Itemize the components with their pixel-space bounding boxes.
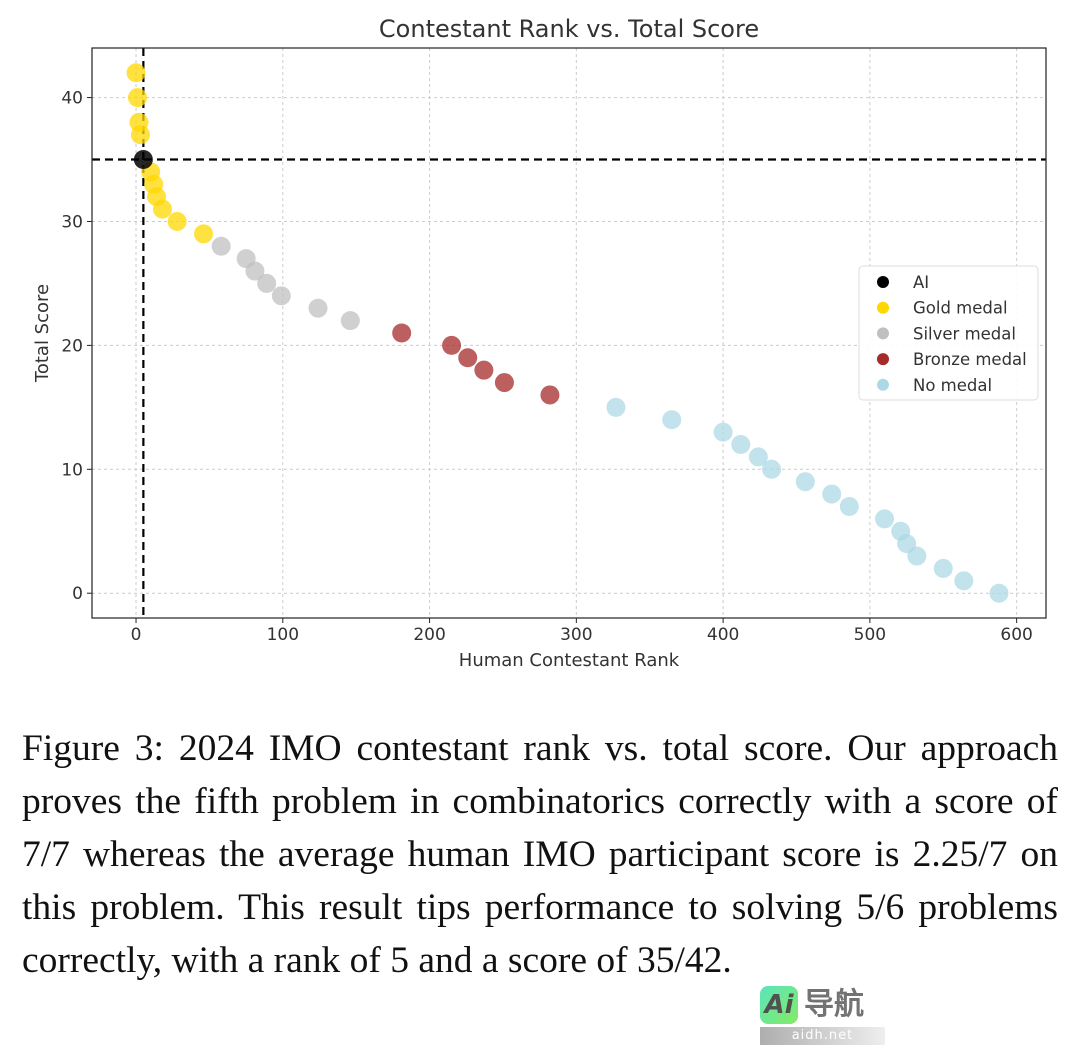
point-bronze-medal bbox=[458, 348, 478, 368]
y-axis-label: Total Score bbox=[32, 284, 53, 383]
point-no-medal bbox=[933, 558, 953, 578]
point-silver-medal bbox=[245, 261, 265, 281]
point-no-medal bbox=[662, 410, 682, 430]
point-no-medal bbox=[954, 571, 974, 591]
point-bronze-medal bbox=[442, 335, 462, 355]
point-no-medal bbox=[748, 447, 768, 467]
grid bbox=[92, 48, 1046, 618]
y-tick-label: 30 bbox=[61, 212, 83, 232]
x-tick-label: 100 bbox=[267, 625, 299, 645]
legend-marker bbox=[877, 276, 889, 288]
point-gold-medal bbox=[194, 224, 214, 244]
point-no-medal bbox=[989, 583, 1009, 603]
legend-label: No medal bbox=[913, 376, 992, 395]
watermark-url: aidh.net bbox=[760, 1027, 885, 1045]
point-gold-medal bbox=[152, 199, 172, 219]
point-no-medal bbox=[907, 546, 927, 566]
legend-marker bbox=[877, 353, 889, 366]
point-no-medal bbox=[822, 484, 842, 504]
point-bronze-medal bbox=[392, 323, 412, 343]
watermark-logo-mark: Ai bbox=[760, 986, 798, 1024]
point-bronze-medal bbox=[474, 360, 494, 380]
plot-frame bbox=[91, 47, 1047, 619]
x-tick-label: 300 bbox=[560, 625, 592, 645]
x-tick-label: 500 bbox=[854, 625, 886, 645]
data-points bbox=[126, 63, 1009, 603]
y-tick-label: 10 bbox=[61, 460, 83, 480]
x-tick-label: 400 bbox=[707, 625, 739, 645]
legend-marker bbox=[877, 378, 889, 391]
point-gold-medal bbox=[167, 211, 187, 231]
point-no-medal bbox=[875, 509, 895, 529]
y-tick-label: 0 bbox=[72, 584, 83, 604]
legend-label: Gold medal bbox=[913, 299, 1008, 318]
point-no-medal bbox=[606, 397, 626, 417]
legend-marker bbox=[877, 301, 889, 314]
point-gold-medal bbox=[130, 125, 150, 145]
scatter-chart: 0 100 200 300 400 500 600 0 10 20 30 40 Contestant … bbox=[32, 15, 1047, 671]
legend: AI Gold medal Silver medal Bronze medal No m… bbox=[858, 265, 1039, 401]
point-no-medal bbox=[839, 496, 859, 516]
point-bronze-medal bbox=[494, 373, 514, 393]
point-no-medal bbox=[713, 422, 733, 442]
x-tick-label: 0 bbox=[131, 625, 142, 645]
point-no-medal bbox=[795, 472, 815, 492]
x-tick-label: 600 bbox=[1000, 625, 1032, 645]
point-gold-medal bbox=[126, 63, 146, 83]
legend-label: AI bbox=[913, 273, 929, 292]
legend-box bbox=[858, 265, 1039, 401]
watermark-text: 导航 bbox=[804, 987, 864, 1022]
point-no-medal bbox=[731, 435, 751, 455]
watermark-logo: Ai 导航 aidh.net bbox=[760, 986, 885, 1046]
point-silver-medal bbox=[308, 298, 328, 318]
point-ai bbox=[133, 150, 153, 170]
legend-label: Silver medal bbox=[913, 324, 1016, 343]
point-bronze-medal bbox=[540, 385, 560, 405]
x-tick-label: 200 bbox=[413, 625, 445, 645]
axis-ticks: 0 100 200 300 400 500 600 0 10 20 30 40 bbox=[61, 89, 1033, 645]
point-silver-medal bbox=[340, 311, 360, 331]
y-tick-label: 20 bbox=[61, 336, 83, 356]
point-silver-medal bbox=[257, 273, 277, 293]
legend-marker bbox=[877, 327, 889, 340]
point-no-medal bbox=[762, 459, 782, 479]
point-gold-medal bbox=[127, 88, 147, 108]
figure-caption: Figure 3: 2024 IMO contestant rank vs. t… bbox=[22, 728, 1058, 981]
point-silver-medal bbox=[211, 236, 231, 256]
chart-title: Contestant Rank vs. Total Score bbox=[379, 15, 759, 43]
y-tick-label: 40 bbox=[61, 89, 83, 109]
point-silver-medal bbox=[271, 286, 291, 306]
legend-label: Bronze medal bbox=[913, 350, 1027, 369]
x-axis-label: Human Contestant Rank bbox=[459, 650, 680, 671]
